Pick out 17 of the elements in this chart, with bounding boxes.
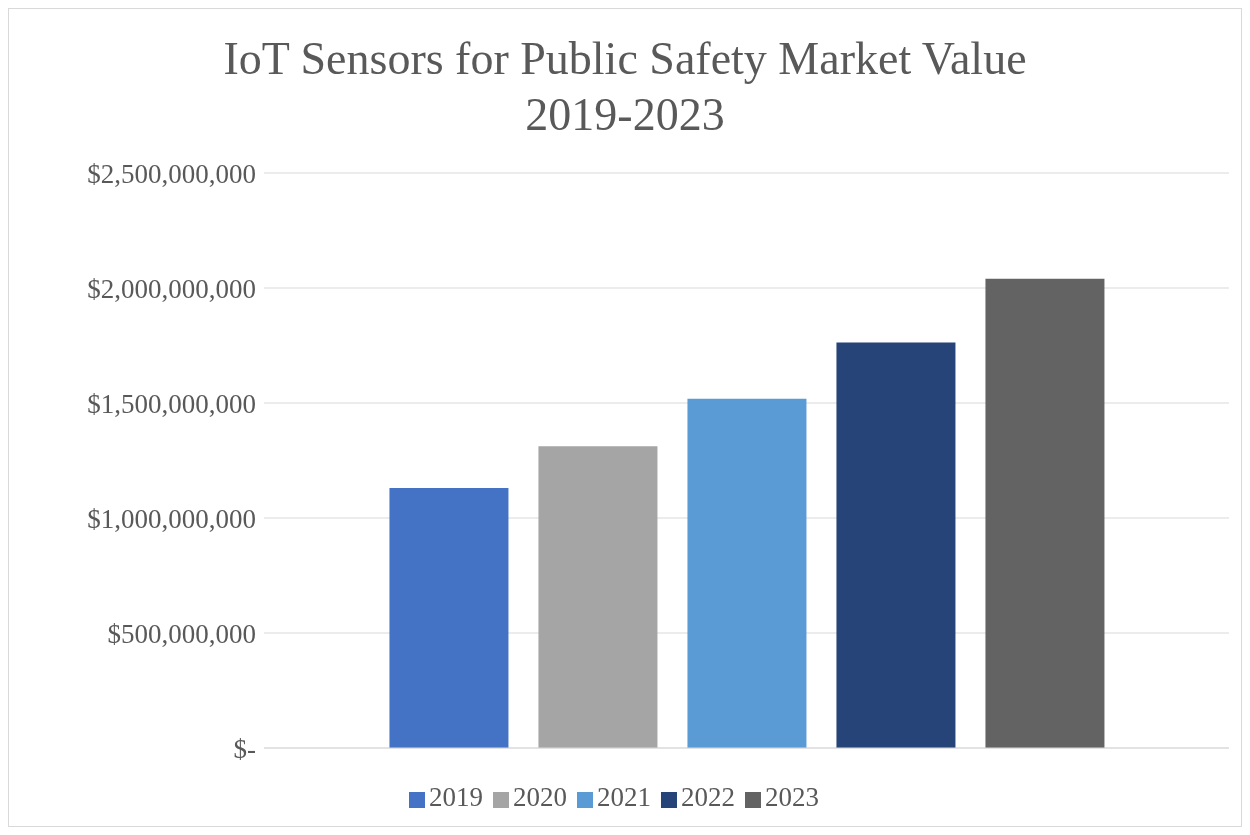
y-tick-label: $2,500,000,000 [87, 158, 256, 189]
legend-label: 2019 [429, 782, 483, 812]
bar [836, 342, 956, 748]
y-tick-label: $- [233, 733, 256, 764]
bar [389, 488, 509, 748]
bar [687, 398, 807, 748]
y-tick-label: $500,000,000 [107, 618, 256, 649]
y-tick-label: $1,500,000,000 [87, 388, 256, 419]
legend-label: 2021 [597, 782, 651, 812]
bar [538, 446, 658, 748]
legend-label: 2020 [513, 782, 567, 812]
bar [985, 278, 1105, 748]
y-tick-label: $2,000,000,000 [87, 273, 256, 304]
y-tick-label: $1,000,000,000 [87, 503, 256, 534]
legend-label: 2023 [765, 782, 819, 812]
legend-label: 2022 [681, 782, 735, 812]
chart-title: IoT Sensors for Public Safety Market Value 2019-2023 [222, 32, 1028, 142]
